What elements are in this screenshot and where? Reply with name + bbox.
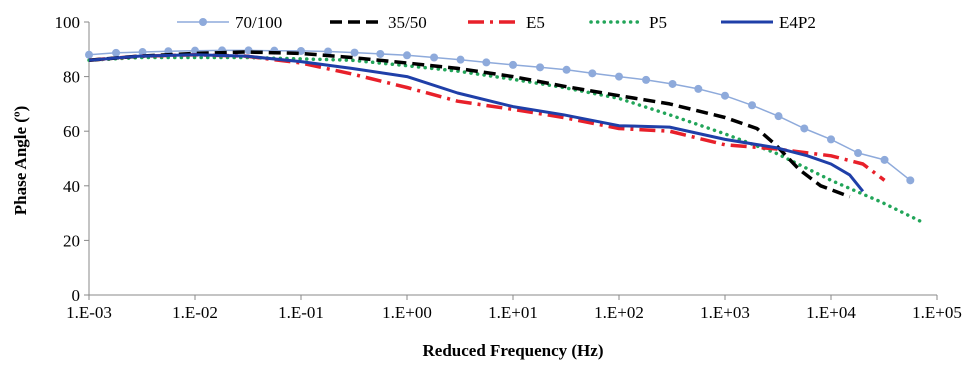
series-point (85, 50, 93, 59)
series-point (430, 53, 439, 62)
series-point (138, 48, 147, 57)
x-tick-label: 1.E+02 (594, 303, 644, 322)
series-point (588, 69, 597, 78)
series-point (403, 51, 411, 60)
series-line-70100 (88, 49, 911, 181)
y-tick-label: 80 (63, 68, 80, 87)
x-tick-label: 1.E+03 (700, 303, 750, 322)
series-point (827, 135, 835, 144)
y-tick-label: 20 (63, 231, 80, 250)
series-point (350, 48, 359, 57)
series-point (906, 176, 915, 185)
series-point (376, 49, 385, 58)
x-tick-label: 1.E-03 (66, 303, 112, 322)
series-point (694, 84, 703, 93)
x-tick-label: 1.E+01 (488, 303, 538, 322)
series-line-E4P2 (88, 53, 865, 193)
series-point (642, 75, 651, 84)
legend-label: E4P2 (779, 13, 816, 32)
y-tick-label: 100 (55, 13, 81, 32)
legend: 70/100 35/50 E5 P5 E4P2 (177, 13, 816, 32)
series-point (509, 60, 517, 69)
x-tick-label: 1.E-02 (172, 303, 218, 322)
x-axis-title: Reduced Frequency (Hz) (423, 341, 604, 360)
series-point (880, 155, 889, 164)
series-point (721, 91, 729, 100)
legend-label: 35/50 (388, 13, 427, 32)
x-tick-labels: 1.E-03 1.E-02 1.E-01 1.E+00 1.E+01 1.E+02 1.E+… (66, 295, 962, 322)
x-tick-label: 1.E+00 (382, 303, 432, 322)
series-point (774, 112, 783, 121)
legend-label: 70/100 (235, 13, 282, 32)
x-tick-label: 1.E+04 (806, 303, 856, 322)
series-point (482, 58, 491, 67)
legend-label: E5 (526, 13, 545, 32)
series-point (456, 55, 465, 64)
series-point (297, 46, 305, 55)
series-point (244, 46, 253, 55)
y-tick-labels: 0 20 40 60 80 100 (55, 13, 89, 305)
series-point (854, 149, 863, 158)
y-tick-label: 0 (72, 286, 81, 305)
legend-label: P5 (649, 13, 667, 32)
x-tick-label: 1.E+05 (912, 303, 962, 322)
series-point (748, 101, 757, 110)
series-point (800, 124, 809, 133)
y-axis-title: Phase Angle (º) (11, 106, 30, 216)
series-point (615, 72, 623, 81)
series-line-3550 (88, 50, 851, 199)
series-point (668, 79, 677, 88)
x-tick-label: 1.E-01 (278, 303, 324, 322)
series-point (324, 47, 333, 56)
y-tick-label: 40 (63, 177, 80, 196)
series-lines (85, 46, 923, 224)
series-point (536, 63, 545, 72)
series-point (562, 65, 571, 74)
y-tick-label: 60 (63, 122, 80, 141)
series-line-P5 (87, 55, 923, 224)
series-point (112, 48, 121, 57)
legend-marker (199, 18, 207, 26)
